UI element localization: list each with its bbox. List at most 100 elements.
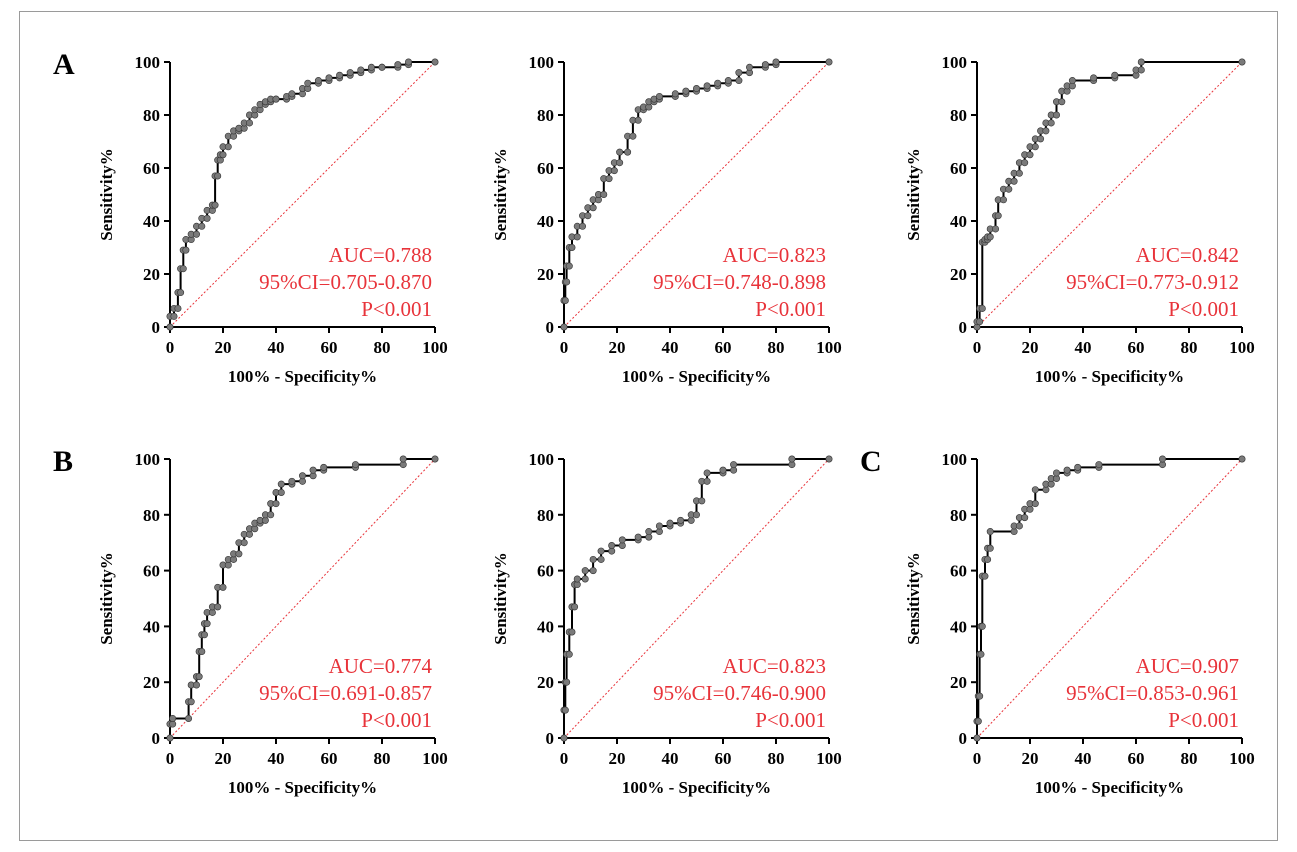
roc-point (1159, 455, 1167, 463)
y-tick-label: 20 (143, 265, 160, 284)
x-tick-label: 80 (768, 338, 785, 357)
stat-text: P<0.001 (1168, 297, 1239, 321)
roc-point (1031, 143, 1039, 151)
roc-point (666, 519, 674, 527)
roc-point (976, 318, 984, 326)
y-tick-label: 40 (143, 212, 160, 231)
roc-point (309, 466, 317, 474)
stat-text: 95%CI=0.748-0.898 (653, 270, 826, 294)
roc-point (1021, 514, 1029, 522)
x-tick-label: 20 (1022, 749, 1039, 768)
roc-point (565, 650, 573, 658)
roc-point (1042, 127, 1050, 135)
x-axis-title: 100% - Specificity% (228, 367, 377, 386)
roc-point (974, 717, 982, 725)
roc-point (655, 92, 663, 100)
roc-point (195, 673, 203, 681)
y-tick-label: 0 (546, 729, 555, 748)
stat-text: AUC=0.907 (1136, 654, 1239, 678)
reference-diagonal (169, 458, 436, 739)
x-tick-label: 0 (560, 338, 569, 357)
roc-point (1058, 98, 1066, 106)
x-tick-label: 80 (768, 749, 785, 768)
roc-point (399, 455, 407, 463)
roc-point (198, 222, 206, 230)
x-tick-label: 40 (268, 749, 285, 768)
y-tick-label: 20 (950, 673, 967, 692)
roc-point (1010, 177, 1018, 185)
y-tick-label: 0 (959, 318, 968, 337)
x-tick-label: 0 (166, 338, 175, 357)
stat-text: P<0.001 (1168, 708, 1239, 732)
stat-text: 95%CI=0.853-0.961 (1066, 681, 1239, 705)
roc-point (1238, 58, 1246, 66)
y-tick-label: 100 (942, 450, 968, 469)
roc-panel-1: 0 20 40 60 80 100 0 20 40 60 80 100 100% - Specifici… (53, 48, 448, 386)
roc-point (1137, 58, 1145, 66)
roc-point (240, 539, 248, 547)
roc-point (735, 69, 743, 77)
roc-point (560, 734, 568, 742)
roc-point (571, 603, 579, 611)
x-tick-label: 100 (816, 749, 842, 768)
roc-point (193, 681, 201, 689)
roc-point (177, 289, 185, 297)
roc-point (378, 63, 386, 71)
roc-point (1026, 151, 1034, 159)
roc-point (692, 511, 700, 519)
roc-point (288, 477, 296, 485)
roc-point (581, 575, 589, 583)
roc-point (624, 148, 632, 156)
x-tick-label: 100 (1229, 749, 1255, 768)
roc-point (573, 575, 581, 583)
roc-point (714, 79, 722, 87)
roc-point (600, 191, 608, 199)
roc-point (986, 528, 994, 536)
y-axis-title: Sensitivity% (904, 552, 923, 645)
y-tick-label: 60 (950, 562, 967, 581)
y-tick-label: 0 (959, 729, 968, 748)
roc-point (431, 58, 439, 66)
roc-point (200, 631, 208, 639)
roc-point (1063, 466, 1071, 474)
y-tick-label: 80 (537, 506, 554, 525)
roc-point (336, 71, 344, 79)
roc-point (724, 77, 732, 85)
roc-point (579, 222, 587, 230)
y-tick-label: 100 (529, 450, 555, 469)
roc-point (565, 262, 573, 270)
roc-point (298, 472, 306, 480)
x-tick-label: 100 (422, 338, 448, 357)
y-tick-label: 80 (143, 106, 160, 125)
y-tick-label: 80 (950, 506, 967, 525)
roc-point (1005, 185, 1013, 193)
roc-point (563, 678, 571, 686)
x-tick-label: 40 (662, 338, 679, 357)
roc-point (984, 555, 992, 563)
roc-point (589, 555, 597, 563)
roc-point (563, 278, 571, 286)
roc-point (825, 58, 833, 66)
roc-point (267, 511, 275, 519)
roc-point (645, 528, 653, 536)
y-tick-label: 80 (537, 106, 554, 125)
roc-point (320, 463, 328, 471)
roc-point (1090, 74, 1098, 82)
x-tick-label: 80 (1181, 338, 1198, 357)
y-tick-label: 60 (537, 562, 554, 581)
y-tick-label: 20 (950, 265, 967, 284)
y-axis-title: Sensitivity% (97, 552, 116, 645)
roc-panel-2: 0 20 40 60 80 100 0 20 40 60 80 100 100% - Specifici… (491, 53, 842, 386)
roc-point (561, 706, 569, 714)
roc-point (994, 212, 1002, 220)
roc-point (214, 603, 222, 611)
y-tick-label: 60 (537, 159, 554, 178)
roc-point (187, 698, 195, 706)
y-tick-label: 100 (942, 53, 968, 72)
roc-point (219, 151, 227, 159)
y-axis-title: Sensitivity% (97, 148, 116, 241)
reference-diagonal (563, 61, 830, 328)
roc-point (745, 63, 753, 71)
y-tick-label: 20 (537, 265, 554, 284)
y-tick-label: 40 (950, 212, 967, 231)
